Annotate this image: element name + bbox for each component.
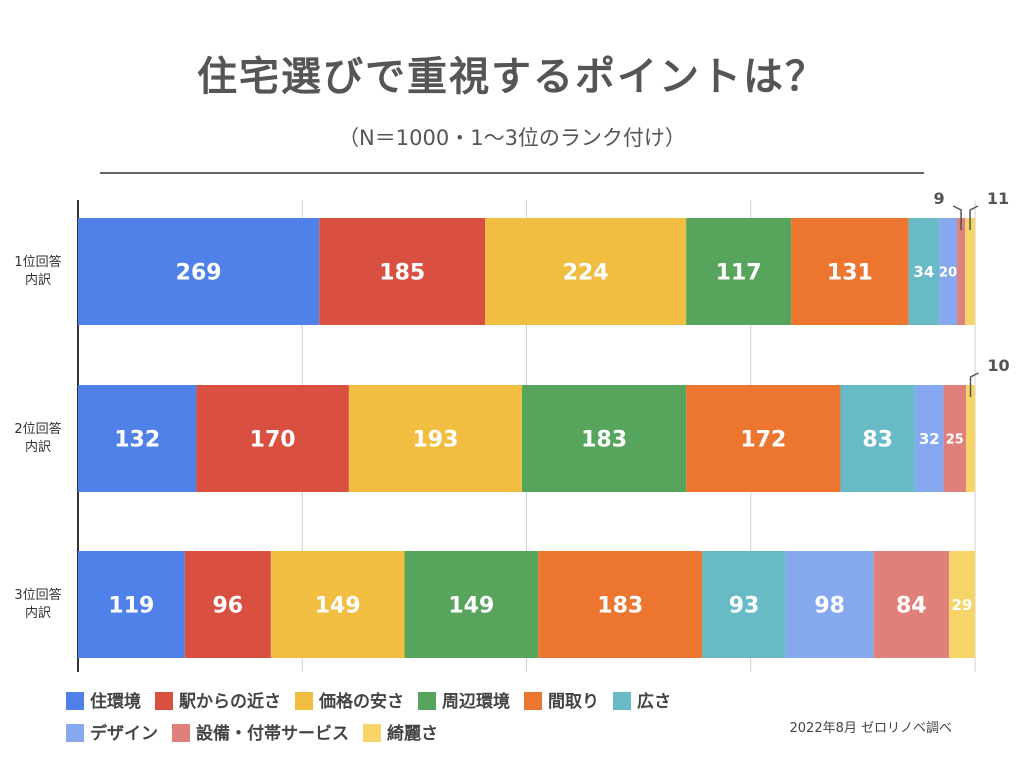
bar-segment-1-7 bbox=[943, 385, 967, 492]
data-label-2-7: 84 bbox=[896, 593, 927, 618]
legend: 住環境 駅からの近さ 価格の安さ 周辺環境 間取り 広さデザイン 設備・付帯サービス 綺麗さ bbox=[66, 686, 806, 750]
callout-line-1-8 bbox=[969, 372, 979, 397]
bar-segment-0-2 bbox=[485, 218, 687, 325]
data-label-0-1: 185 bbox=[379, 260, 425, 285]
legend-swatch-2 bbox=[295, 692, 313, 710]
legend-item-6: デザイン bbox=[66, 718, 158, 750]
data-label-2-8: 29 bbox=[952, 596, 973, 614]
legend-item-2: 価格の安さ bbox=[295, 686, 404, 718]
data-label-2-5: 93 bbox=[729, 593, 760, 618]
callout-line-0-7 bbox=[952, 205, 962, 230]
bar-segment-2-1 bbox=[184, 551, 271, 658]
bar-segment-2-0 bbox=[78, 551, 185, 658]
legend-label-0: 住環境 bbox=[90, 692, 141, 712]
legend-swatch-6 bbox=[66, 724, 84, 742]
legend-swatch-1 bbox=[155, 692, 173, 710]
data-label-0-0: 269 bbox=[176, 260, 222, 285]
bar-segment-0-0 bbox=[78, 218, 320, 325]
bar-segment-2-3 bbox=[404, 551, 539, 658]
legend-swatch-7 bbox=[172, 724, 190, 742]
callout-line-0-8 bbox=[969, 205, 979, 230]
legend-label-7: 設備・付帯サービス bbox=[196, 724, 349, 744]
bar-segment-1-3 bbox=[522, 385, 687, 492]
data-label-2-0: 119 bbox=[108, 593, 154, 618]
data-label-2-4: 183 bbox=[597, 593, 643, 618]
bar-segment-2-7 bbox=[873, 551, 949, 658]
legend-label-2: 価格の安さ bbox=[319, 692, 404, 712]
data-label-1-3: 183 bbox=[581, 427, 627, 452]
data-label-2-2: 149 bbox=[315, 593, 361, 618]
data-label-1-4: 172 bbox=[740, 427, 786, 452]
data-label-1-5: 83 bbox=[862, 427, 893, 452]
legend-item-5: 広さ bbox=[613, 686, 671, 718]
bar-segment-0-5 bbox=[908, 218, 940, 325]
data-label-0-3: 117 bbox=[716, 260, 762, 285]
bar-segment-1-2 bbox=[348, 385, 523, 492]
bar-segment-2-4 bbox=[538, 551, 703, 658]
chart-title: 住宅選びで重視するポイントは？ bbox=[197, 54, 827, 100]
bar-segment-2-5 bbox=[702, 551, 786, 658]
title-divider bbox=[100, 172, 924, 174]
data-label-1-2: 193 bbox=[412, 427, 458, 452]
legend-item-3: 周辺環境 bbox=[418, 686, 510, 718]
bar-segment-0-3 bbox=[686, 218, 792, 325]
data-label-2-6: 98 bbox=[814, 593, 845, 618]
bar-segment-1-4 bbox=[686, 385, 841, 492]
legend-item-1: 駅からの近さ bbox=[155, 686, 281, 718]
category-label-1: 2位回答 内訳 bbox=[14, 421, 62, 455]
data-label-1-0: 132 bbox=[114, 427, 160, 452]
legend-swatch-8 bbox=[363, 724, 381, 742]
legend-label-1: 駅からの近さ bbox=[179, 692, 281, 712]
data-label-0-6: 20 bbox=[939, 266, 957, 281]
data-label-0-8: 11 bbox=[987, 189, 1009, 208]
bar-segment-0-1 bbox=[319, 218, 486, 325]
data-label-1-7: 25 bbox=[946, 433, 964, 448]
bar-segment-0-7 bbox=[957, 218, 966, 325]
data-label-0-5: 34 bbox=[913, 263, 934, 281]
category-label-2: 3位回答 内訳 bbox=[14, 587, 62, 621]
legend-swatch-0 bbox=[66, 692, 84, 710]
data-label-1-6: 32 bbox=[919, 430, 940, 448]
stacked-bar-chart: 269 185 224 117 131 34 20 9 11 132 170 193 183 172 83 3… bbox=[77, 189, 1010, 672]
legend-item-0: 住環境 bbox=[66, 686, 141, 718]
bar-segment-1-5 bbox=[840, 385, 915, 492]
legend-swatch-5 bbox=[613, 692, 631, 710]
bar-segment-1-8 bbox=[966, 385, 975, 492]
chart-subtitle: （N＝1000・1〜3位のランク付け） bbox=[338, 126, 686, 150]
data-label-2-1: 96 bbox=[212, 593, 243, 618]
legend-item-8: 綺麗さ bbox=[363, 718, 438, 750]
data-label-2-3: 149 bbox=[448, 593, 494, 618]
bar-segment-0-6 bbox=[939, 218, 958, 325]
legend-label-8: 綺麗さ bbox=[387, 724, 438, 744]
legend-label-5: 広さ bbox=[637, 692, 671, 712]
bar-segment-1-6 bbox=[914, 385, 944, 492]
category-label-0: 1位回答 内訳 bbox=[14, 254, 62, 288]
bar-segment-1-1 bbox=[196, 385, 349, 492]
data-label-0-7: 9 bbox=[934, 189, 945, 208]
source-note: 2022年8月 ゼロリノベ調べ bbox=[789, 721, 953, 736]
legend-item-4: 間取り bbox=[524, 686, 599, 718]
bar-segment-2-6 bbox=[785, 551, 874, 658]
legend-label-4: 間取り bbox=[548, 692, 599, 712]
data-label-1-8: 10 bbox=[987, 356, 1009, 375]
data-label-0-4: 131 bbox=[827, 260, 873, 285]
legend-swatch-4 bbox=[524, 692, 542, 710]
bar-segment-1-0 bbox=[78, 385, 197, 492]
legend-label-3: 周辺環境 bbox=[442, 692, 510, 712]
bar-segment-0-8 bbox=[965, 218, 975, 325]
data-label-0-2: 224 bbox=[563, 260, 609, 285]
legend-label-6: デザイン bbox=[90, 724, 158, 744]
data-label-1-1: 170 bbox=[250, 427, 296, 452]
legend-item-7: 設備・付帯サービス bbox=[172, 718, 349, 750]
bar-segment-2-2 bbox=[270, 551, 405, 658]
bar-segment-0-4 bbox=[791, 218, 909, 325]
legend-swatch-3 bbox=[418, 692, 436, 710]
bar-segment-2-8 bbox=[948, 551, 975, 658]
